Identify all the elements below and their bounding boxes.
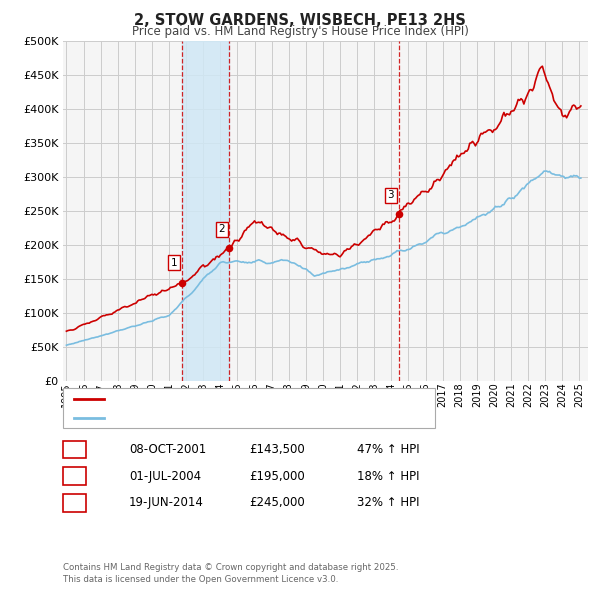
- Text: £195,000: £195,000: [249, 470, 305, 483]
- Text: 18% ↑ HPI: 18% ↑ HPI: [357, 470, 419, 483]
- Text: 2, STOW GARDENS, WISBECH, PE13 2HS (detached house): 2, STOW GARDENS, WISBECH, PE13 2HS (deta…: [110, 394, 431, 404]
- Text: 1: 1: [170, 258, 177, 268]
- Text: HPI: Average price, detached house, Fenland: HPI: Average price, detached house, Fenl…: [110, 413, 355, 422]
- Text: 01-JUL-2004: 01-JUL-2004: [129, 470, 201, 483]
- Text: 3: 3: [71, 496, 78, 509]
- Text: Price paid vs. HM Land Registry's House Price Index (HPI): Price paid vs. HM Land Registry's House …: [131, 25, 469, 38]
- Point: [178, 278, 187, 288]
- Text: 19-JUN-2014: 19-JUN-2014: [129, 496, 204, 509]
- Bar: [182, 41, 229, 381]
- Text: 2: 2: [219, 224, 226, 234]
- Text: 08-OCT-2001: 08-OCT-2001: [129, 443, 206, 456]
- Text: 2, STOW GARDENS, WISBECH, PE13 2HS: 2, STOW GARDENS, WISBECH, PE13 2HS: [134, 13, 466, 28]
- Point: [224, 244, 233, 253]
- Text: 47% ↑ HPI: 47% ↑ HPI: [357, 443, 419, 456]
- Text: £245,000: £245,000: [249, 496, 305, 509]
- Text: 1: 1: [71, 443, 78, 456]
- Text: 3: 3: [388, 191, 394, 201]
- Point: [394, 209, 404, 219]
- Text: 2: 2: [71, 470, 78, 483]
- Text: Contains HM Land Registry data © Crown copyright and database right 2025.
This d: Contains HM Land Registry data © Crown c…: [63, 563, 398, 584]
- Text: £143,500: £143,500: [249, 443, 305, 456]
- Text: 32% ↑ HPI: 32% ↑ HPI: [357, 496, 419, 509]
